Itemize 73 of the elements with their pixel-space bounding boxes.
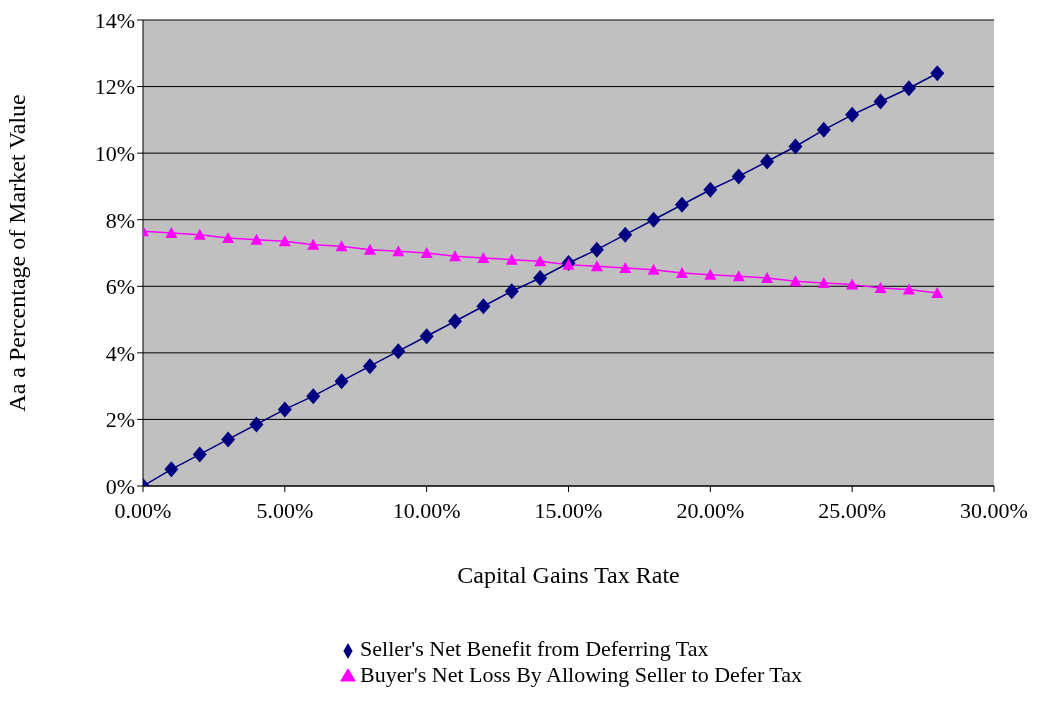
y-tick-label: 4% (105, 340, 135, 366)
x-tick-label: 10.00% (392, 497, 461, 523)
point (420, 247, 433, 258)
point (307, 238, 320, 250)
point (164, 461, 179, 478)
point (731, 168, 746, 185)
point (901, 80, 916, 97)
point (874, 281, 887, 293)
point (192, 446, 207, 463)
point (165, 227, 178, 239)
y-tick-label: 8% (105, 207, 135, 233)
point (873, 93, 888, 110)
point (534, 255, 547, 267)
point (930, 65, 945, 82)
point (704, 268, 717, 280)
point (760, 153, 775, 170)
point (646, 211, 661, 228)
x-tick-label: 30.00% (960, 497, 1028, 523)
point (732, 270, 745, 282)
x-axis-title: Capital Gains Tax Rate (457, 562, 680, 589)
legend-label: Seller's Net Benefit from Deferring Tax (360, 636, 709, 661)
point (505, 253, 518, 265)
point (788, 138, 803, 155)
point (619, 261, 632, 273)
x-tick-label: 0.00% (114, 497, 172, 523)
point (335, 240, 348, 252)
point (703, 181, 718, 198)
point (618, 226, 633, 243)
point (221, 431, 236, 448)
x-tick-label: 20.00% (676, 497, 745, 523)
point (589, 241, 604, 258)
point (477, 251, 490, 263)
point (277, 401, 292, 418)
legend-label: Buyer's Net Loss By Allowing Seller to Defer Tax (360, 662, 802, 687)
point (250, 233, 263, 245)
point (278, 235, 291, 247)
x-tick-label: 25.00% (818, 497, 887, 523)
point (504, 283, 519, 300)
point (533, 269, 548, 286)
point (817, 276, 830, 288)
point (391, 343, 406, 360)
point (249, 416, 264, 433)
point (449, 250, 462, 262)
point (363, 243, 376, 255)
point (931, 286, 944, 298)
point (647, 263, 660, 275)
x-tick-label: 15.00% (534, 497, 603, 523)
point (675, 266, 688, 278)
y-tick-label: 2% (105, 407, 135, 433)
point (392, 245, 405, 257)
point (334, 373, 349, 390)
point (448, 313, 463, 330)
point (362, 358, 377, 375)
y-tick-label: 10% (94, 140, 135, 166)
point (845, 106, 860, 123)
point (674, 196, 689, 213)
point (306, 388, 321, 405)
point (419, 328, 434, 345)
point (816, 121, 831, 138)
y-tick-label: 0% (105, 473, 135, 499)
point (846, 278, 859, 290)
point (902, 283, 915, 295)
point (476, 298, 491, 315)
y-axis-title: Aa a Percentage of Market Value (3, 94, 30, 412)
y-tick-label: 12% (94, 74, 135, 100)
point (761, 271, 774, 283)
x-tick-label: 5.00% (256, 497, 314, 523)
point (789, 275, 802, 287)
y-tick-label: 6% (105, 274, 135, 300)
y-tick-label: 14% (94, 7, 135, 33)
point (590, 260, 603, 272)
point (193, 228, 206, 240)
point (222, 232, 235, 244)
